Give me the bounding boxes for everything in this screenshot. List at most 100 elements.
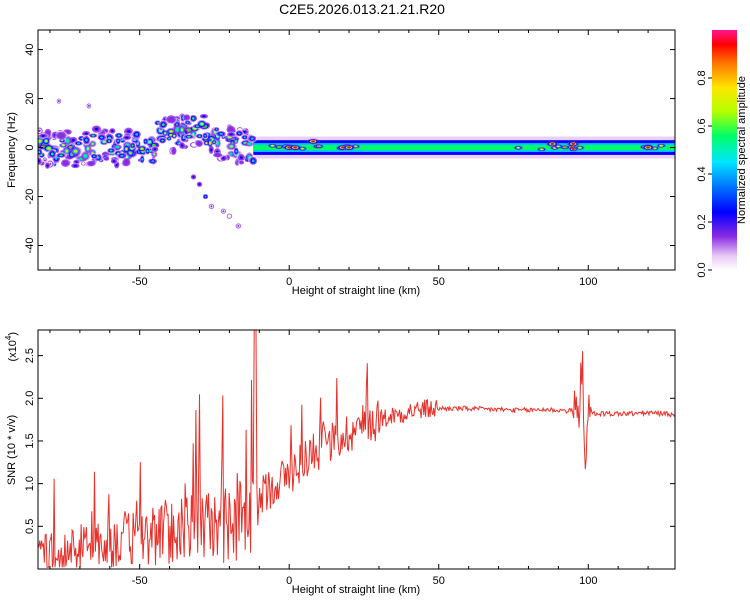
scattered-blob — [234, 140, 237, 143]
scattered-blob — [204, 134, 207, 137]
spectrogram-panel: -50 0 50 100 -40 -20 0 20 40 Height of straight… — [6, 29, 676, 297]
scattered-blob — [89, 162, 93, 165]
spectrogram-y-tick-label: 40 — [24, 43, 36, 55]
snr-panel: -50 0 50 100 0.5 1.0 1.5 2.0 2.5 Height of stra… — [4, 329, 676, 596]
colorbar-gradient — [712, 30, 737, 270]
main-band-hotspot — [271, 144, 274, 147]
scattered-blob — [144, 140, 147, 143]
scattered-blob — [47, 147, 51, 150]
scattered-blob — [120, 139, 124, 142]
scattered-blob — [41, 134, 45, 137]
scattered-blob — [107, 140, 111, 143]
isolated-blob — [57, 100, 60, 103]
scattered-blob — [247, 142, 251, 145]
scattered-blob — [229, 133, 233, 136]
scattered-blob — [182, 136, 185, 140]
scattered-blob — [129, 151, 132, 154]
scattered-blob — [195, 125, 200, 128]
scattered-blob — [102, 141, 106, 144]
scattered-blob — [46, 131, 50, 135]
scattered-blob — [187, 135, 191, 138]
main-band-peak — [646, 146, 650, 149]
scattered-blob — [126, 130, 131, 134]
scattered-blob — [222, 157, 225, 160]
scattered-blob — [100, 136, 104, 139]
tail-blob — [198, 183, 201, 186]
snr-x-ticks: -50 0 50 100 — [49, 330, 649, 587]
scattered-blob — [251, 159, 255, 163]
snr-scale-note: (x104) — [4, 332, 19, 362]
spectrogram-y-tick-label: 0 — [24, 144, 36, 150]
tail-blob — [222, 210, 225, 213]
spectrogram-x-tick-label: 100 — [579, 276, 597, 288]
spectrogram-x-tick-label: 0 — [286, 276, 292, 288]
scattered-blob — [67, 156, 71, 159]
snr-series-line — [38, 330, 675, 568]
scattered-blob — [126, 143, 129, 147]
colorbar: 0.0 0.2 0.4 0.6 0.8 Normalized spectral ampl… — [696, 30, 748, 278]
scattered-blob — [135, 132, 139, 136]
scattered-blob — [169, 130, 173, 133]
snr-x-tick-label: -50 — [132, 575, 148, 587]
colorbar-tick-label: 0.2 — [696, 214, 708, 229]
scattered-blob — [96, 156, 100, 159]
scattered-blob — [62, 144, 65, 147]
snr-background — [38, 330, 675, 569]
scattered-blob — [73, 149, 78, 153]
scattered-blob — [156, 121, 160, 124]
tail-blob — [210, 205, 213, 208]
spectrogram-y-tick-label: -40 — [24, 238, 36, 254]
scattered-blob — [250, 137, 254, 140]
spectrogram-y-ticks: -40 -20 0 20 40 — [24, 43, 675, 253]
main-band-hotspot — [557, 145, 560, 148]
scattered-blob — [185, 116, 189, 119]
scattered-blob — [40, 154, 43, 157]
spectrogram-x-tick-label: -50 — [132, 276, 148, 288]
main-band-peak — [550, 142, 555, 145]
scattered-blob — [79, 157, 84, 160]
scattered-blob — [140, 147, 144, 150]
spectrogram-y-tick-label: 20 — [24, 92, 36, 104]
scattered-blob — [43, 159, 46, 162]
snr-y-tick-label: 2.0 — [24, 391, 36, 406]
scattered-blob — [73, 164, 77, 167]
tail-blob — [237, 224, 240, 227]
main-band-hotspot — [659, 144, 663, 147]
main-band-hotspot — [570, 146, 573, 149]
colorbar-tick-label: 0.0 — [696, 262, 708, 277]
main-band-peak — [341, 146, 345, 149]
main-band-peak — [293, 146, 298, 149]
scattered-blob — [181, 144, 184, 147]
scattered-blob — [93, 155, 96, 158]
main-band-hotspot — [277, 145, 281, 148]
colorbar-tick-label: 0.6 — [696, 118, 708, 133]
scattered-blob — [240, 156, 243, 159]
snr-y-tick-label: 2.5 — [24, 348, 36, 363]
scattered-blob — [91, 142, 94, 145]
spectrogram-y-label: Frequency (Hz) — [6, 112, 18, 188]
scattered-blob — [125, 161, 129, 164]
scattered-blob — [175, 123, 179, 126]
snr-x-tick-label: 50 — [433, 575, 445, 587]
main-band-peak — [287, 146, 292, 149]
scattered-blob — [60, 139, 64, 142]
isolated-blob — [87, 104, 90, 107]
snr-y-ticks: 0.5 1.0 1.5 2.0 2.5 — [24, 348, 675, 534]
scattered-blob — [168, 137, 171, 140]
scattered-blob — [91, 151, 94, 155]
scattered-blob — [141, 157, 144, 161]
scattered-blob — [216, 154, 220, 157]
scattered-blob — [229, 128, 233, 132]
scattered-blob — [243, 136, 246, 139]
scattered-blob — [215, 128, 218, 131]
scattered-blob — [115, 163, 118, 167]
scattered-blob — [71, 139, 75, 142]
main-band-hotspot — [578, 146, 582, 149]
colorbar-tick-label: 0.8 — [696, 70, 708, 85]
scattered-blob — [69, 146, 72, 149]
snr-y-tick-label: 1.0 — [24, 476, 36, 491]
spectrogram-x-label: Height of straight line (km) — [292, 285, 420, 297]
scattered-blob — [109, 149, 113, 152]
scattered-blob — [50, 152, 54, 156]
